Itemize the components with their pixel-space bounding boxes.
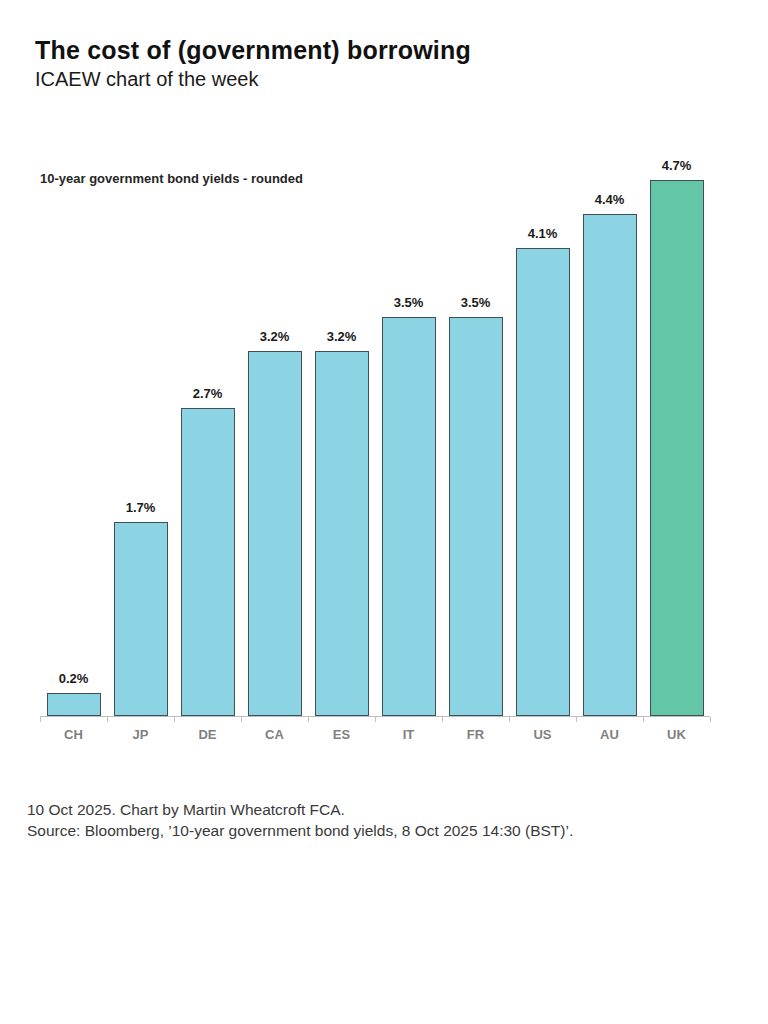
category-label-au: AU [576,727,643,742]
x-axis-tick [241,717,242,722]
x-axis-tick [107,717,108,722]
bar-au [583,214,637,716]
bar-ch [47,693,101,716]
category-label-ch: CH [40,727,107,742]
chart-footer: 10 Oct 2025. Chart by Martin Wheatcroft … [27,799,573,841]
bar-chart-plot-area: 0.2%CH1.7%JP2.7%DE3.2%CA3.2%ES3.5%IT3.5%… [40,180,710,716]
value-label-es: 3.2% [308,329,375,344]
value-label-jp: 1.7% [107,500,174,515]
x-axis-tick [40,717,41,722]
bar-us [516,248,570,716]
category-label-us: US [509,727,576,742]
x-axis-tick [643,717,644,722]
bar-jp [114,522,168,716]
bar-fr [449,317,503,716]
bar-uk [650,180,704,716]
x-axis-tick [308,717,309,722]
x-axis-tick [509,717,510,722]
value-label-fr: 3.5% [442,295,509,310]
x-axis-tick [576,717,577,722]
bar-it [382,317,436,716]
x-axis-tick [710,717,711,722]
value-label-de: 2.7% [174,386,241,401]
x-axis-tick [442,717,443,722]
category-label-uk: UK [643,727,710,742]
value-label-us: 4.1% [509,226,576,241]
page-subtitle: ICAEW chart of the week [35,68,258,91]
bar-es [315,351,369,716]
value-label-it: 3.5% [375,295,442,310]
x-axis-tick [375,717,376,722]
value-label-au: 4.4% [576,192,643,207]
page-title: The cost of (government) borrowing [35,36,471,65]
bar-de [181,408,235,716]
bar-ca [248,351,302,716]
value-label-ca: 3.2% [241,329,308,344]
category-label-ca: CA [241,727,308,742]
footer-credit-line: 10 Oct 2025. Chart by Martin Wheatcroft … [27,799,573,820]
category-label-de: DE [174,727,241,742]
value-label-ch: 0.2% [40,671,107,686]
value-label-uk: 4.7% [643,158,710,173]
category-label-jp: JP [107,727,174,742]
x-axis-tick [174,717,175,722]
footer-source-line: Source: Bloomberg, ’10-year government b… [27,820,573,841]
category-label-es: ES [308,727,375,742]
category-label-fr: FR [442,727,509,742]
category-label-it: IT [375,727,442,742]
page: The cost of (government) borrowing ICAEW… [0,0,768,1024]
